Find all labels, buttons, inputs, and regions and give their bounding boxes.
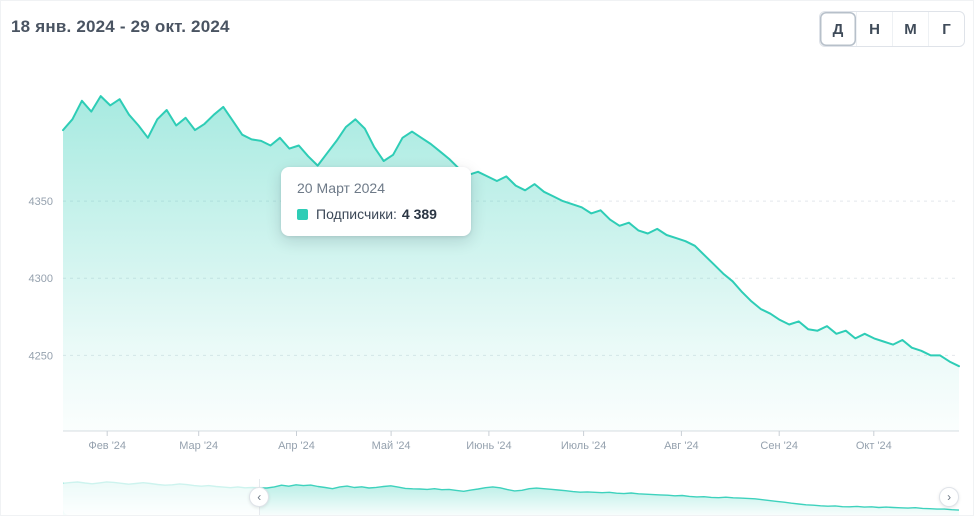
navigator-right-handle[interactable]: › — [939, 487, 960, 507]
chart-navigator[interactable]: ‹ › — [63, 479, 960, 515]
date-range-label: 18 янв. 2024 - 29 окт. 2024 — [11, 17, 230, 36]
tooltip-value: 4 389 — [401, 206, 437, 222]
x-axis-label: Сен '24 — [760, 440, 798, 452]
chart-line — [62, 95, 960, 368]
x-axis-label: Май '24 — [372, 440, 411, 452]
navigator-area-fill — [63, 481, 959, 515]
x-axis-label: Фев '24 — [88, 440, 126, 452]
tooltip-series-row: Подписчики: 4 389 — [297, 206, 455, 222]
x-axis-label: Мар '24 — [179, 440, 218, 452]
chevron-right-icon: › — [947, 490, 952, 504]
range-button-year[interactable]: Г — [928, 12, 964, 46]
x-axis-label: Июнь '24 — [466, 440, 511, 452]
range-button-day[interactable]: Д — [820, 12, 856, 46]
range-button-week[interactable]: Н — [856, 12, 892, 46]
x-axis-label: Окт '24 — [856, 440, 892, 452]
series-color-swatch — [297, 208, 308, 220]
chevron-left-icon: ‹ — [257, 490, 262, 504]
chart-tooltip: 20 Март 2024 Подписчики: 4 389 — [281, 167, 471, 236]
range-selector: Д Н М Г — [819, 11, 965, 47]
tooltip-series-label: Подписчики: — [316, 206, 397, 222]
chart-hover-area[interactable] — [63, 73, 959, 431]
range-button-month[interactable]: М — [892, 12, 928, 46]
x-axis-label: Авг '24 — [664, 440, 699, 452]
y-axis-label: 4250 — [29, 350, 53, 362]
y-axis-label: 4300 — [29, 273, 53, 285]
navigator-unselected-overlay — [63, 479, 261, 515]
header: 18 янв. 2024 - 29 окт. 2024 Д Н М Г — [1, 1, 973, 47]
x-axis-label: Апр '24 — [278, 440, 315, 452]
subscribers-area-chart[interactable]: 4350 4300 4250 Фев '24 Мар '24 Апр '24 Май '24… — [1, 61, 974, 457]
y-axis-label: 4350 — [29, 196, 53, 208]
navigator-left-handle[interactable]: ‹ — [249, 487, 270, 507]
x-axis-label: Июль '24 — [561, 440, 606, 452]
main-chart-area: 4350 4300 4250 Фев '24 Мар '24 Апр '24 Май '24… — [1, 61, 973, 457]
tooltip-date: 20 Март 2024 — [297, 180, 385, 196]
